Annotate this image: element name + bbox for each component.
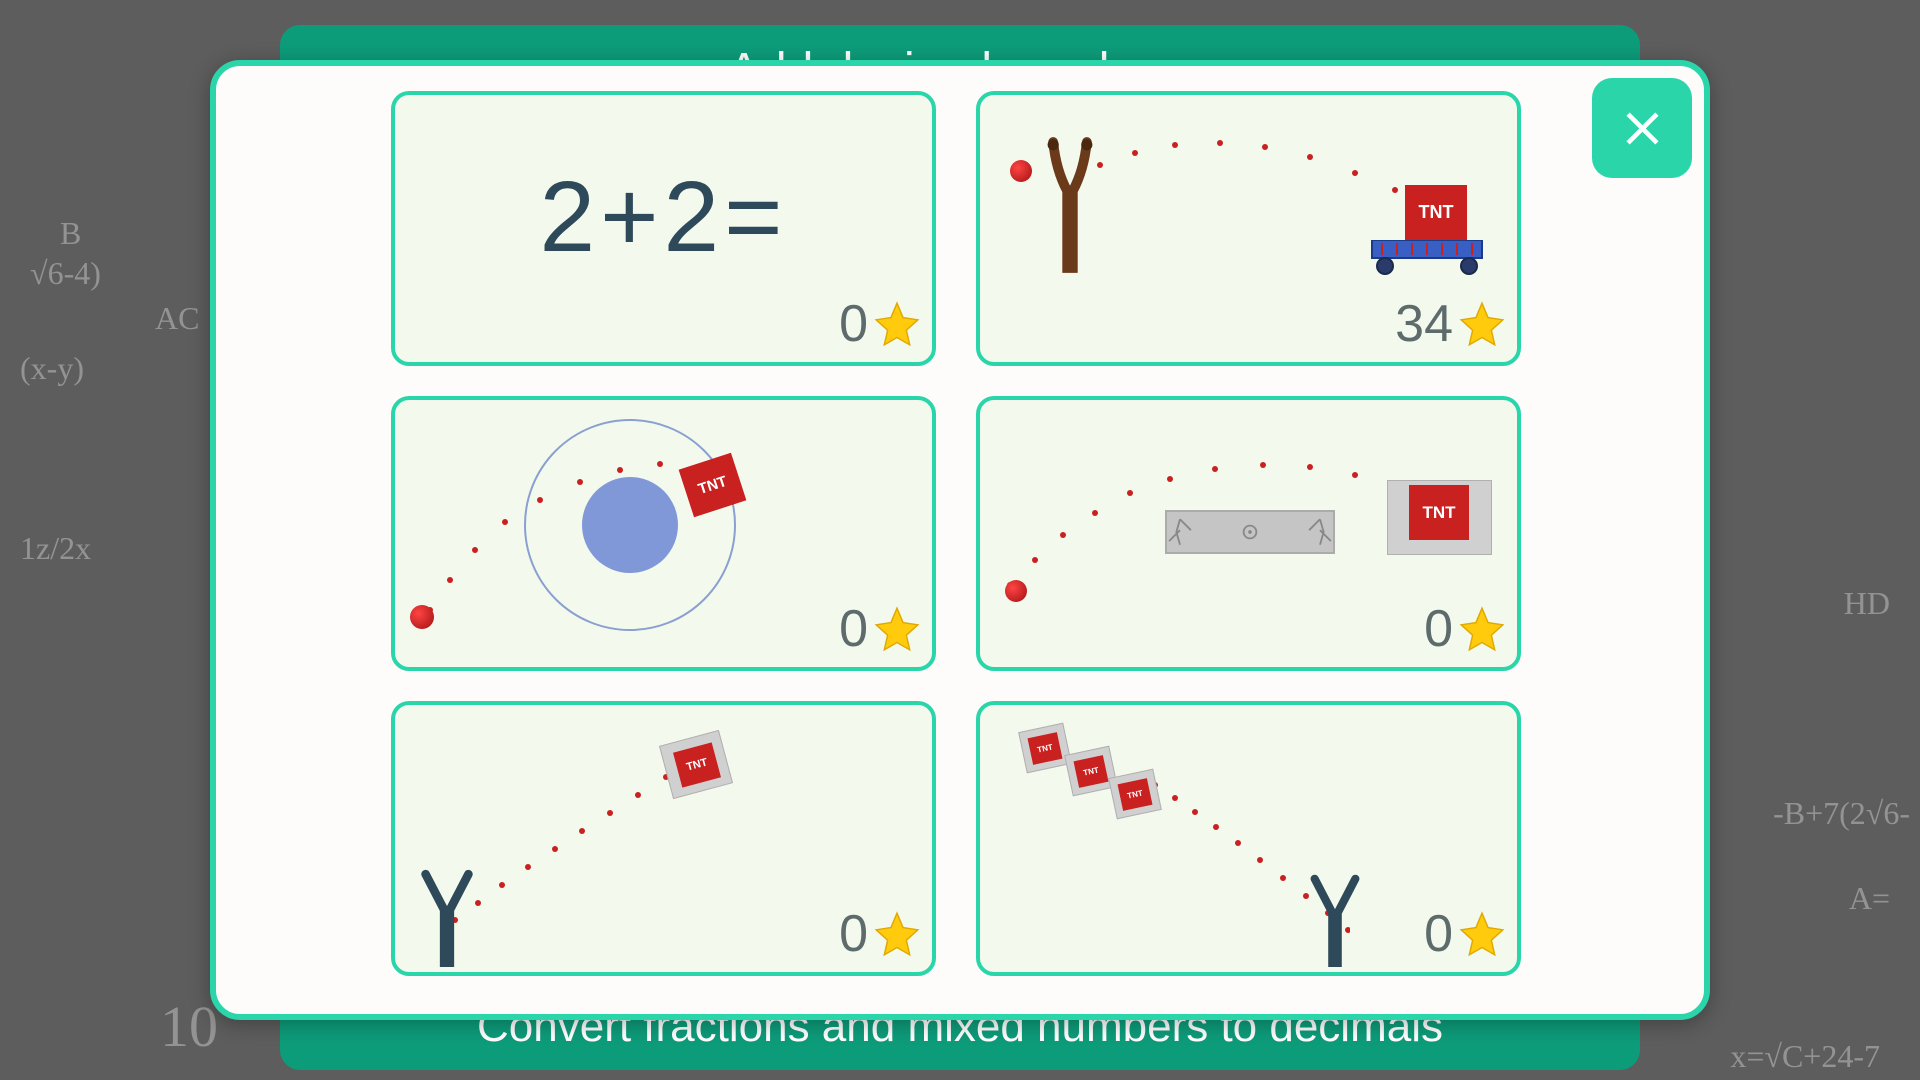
chalk-formula: HD xyxy=(1844,585,1890,622)
card-score: 34 xyxy=(1395,294,1507,354)
close-button[interactable] xyxy=(1592,78,1692,178)
chalk-formula: (x-y) xyxy=(20,350,84,387)
score-value: 0 xyxy=(839,904,868,964)
chalk-formula: AC xyxy=(155,300,199,337)
star-icon xyxy=(872,604,922,654)
game-card-slingshot-cart[interactable]: TNT 34 xyxy=(976,91,1521,366)
card-score: 0 xyxy=(839,599,922,659)
score-value: 0 xyxy=(1424,904,1453,964)
score-value: 34 xyxy=(1395,294,1453,354)
score-value: 0 xyxy=(839,294,868,354)
slingshot-icon xyxy=(417,867,477,967)
star-icon xyxy=(1457,604,1507,654)
tnt-box: TNT xyxy=(1409,485,1469,540)
close-icon xyxy=(1615,101,1670,156)
ball-icon xyxy=(1005,580,1027,602)
game-card-slingshot-single[interactable]: TNT 0 xyxy=(391,701,936,976)
ball-icon xyxy=(1010,160,1032,182)
score-value: 0 xyxy=(1424,599,1453,659)
game-grid: 2+2= 0 TNT xyxy=(391,91,1521,976)
card-score: 0 xyxy=(839,904,922,964)
trajectory-dots xyxy=(1080,135,1410,195)
cart-icon xyxy=(1367,240,1487,275)
chalk-formula: B xyxy=(60,215,81,252)
game-card-slingshot-triple[interactable]: TNT TNT TNT 0 xyxy=(976,701,1521,976)
chalk-formula: √6-4) xyxy=(30,255,101,292)
trajectory-dots xyxy=(415,450,685,620)
score-value: 0 xyxy=(839,599,868,659)
game-card-orbit[interactable]: TNT 0 xyxy=(391,396,936,671)
chalk-formula: -B+7(2√6- xyxy=(1773,795,1910,832)
tnt-box: TNT xyxy=(1405,185,1467,240)
game-select-modal: 2+2= 0 TNT xyxy=(210,60,1710,1020)
card-score: 0 xyxy=(839,294,922,354)
card-score: 0 xyxy=(1424,904,1507,964)
chalk-formula: A= xyxy=(1849,880,1890,917)
star-icon xyxy=(1457,909,1507,959)
game-card-platform[interactable]: TNT 0 xyxy=(976,396,1521,671)
slingshot-icon xyxy=(1305,872,1365,967)
game-card-math[interactable]: 2+2= 0 xyxy=(391,91,936,366)
chalk-formula: 1z/2x xyxy=(20,530,91,567)
chalk-formula: x=√C+24-7 xyxy=(1730,1038,1880,1075)
star-icon xyxy=(872,909,922,959)
card-score: 0 xyxy=(1424,599,1507,659)
chalk-formula: 10 xyxy=(160,993,218,1060)
star-icon xyxy=(872,299,922,349)
ball-icon xyxy=(410,605,434,629)
spring-platform xyxy=(1165,510,1335,554)
math-equation: 2+2= xyxy=(539,160,787,275)
star-icon xyxy=(1457,299,1507,349)
